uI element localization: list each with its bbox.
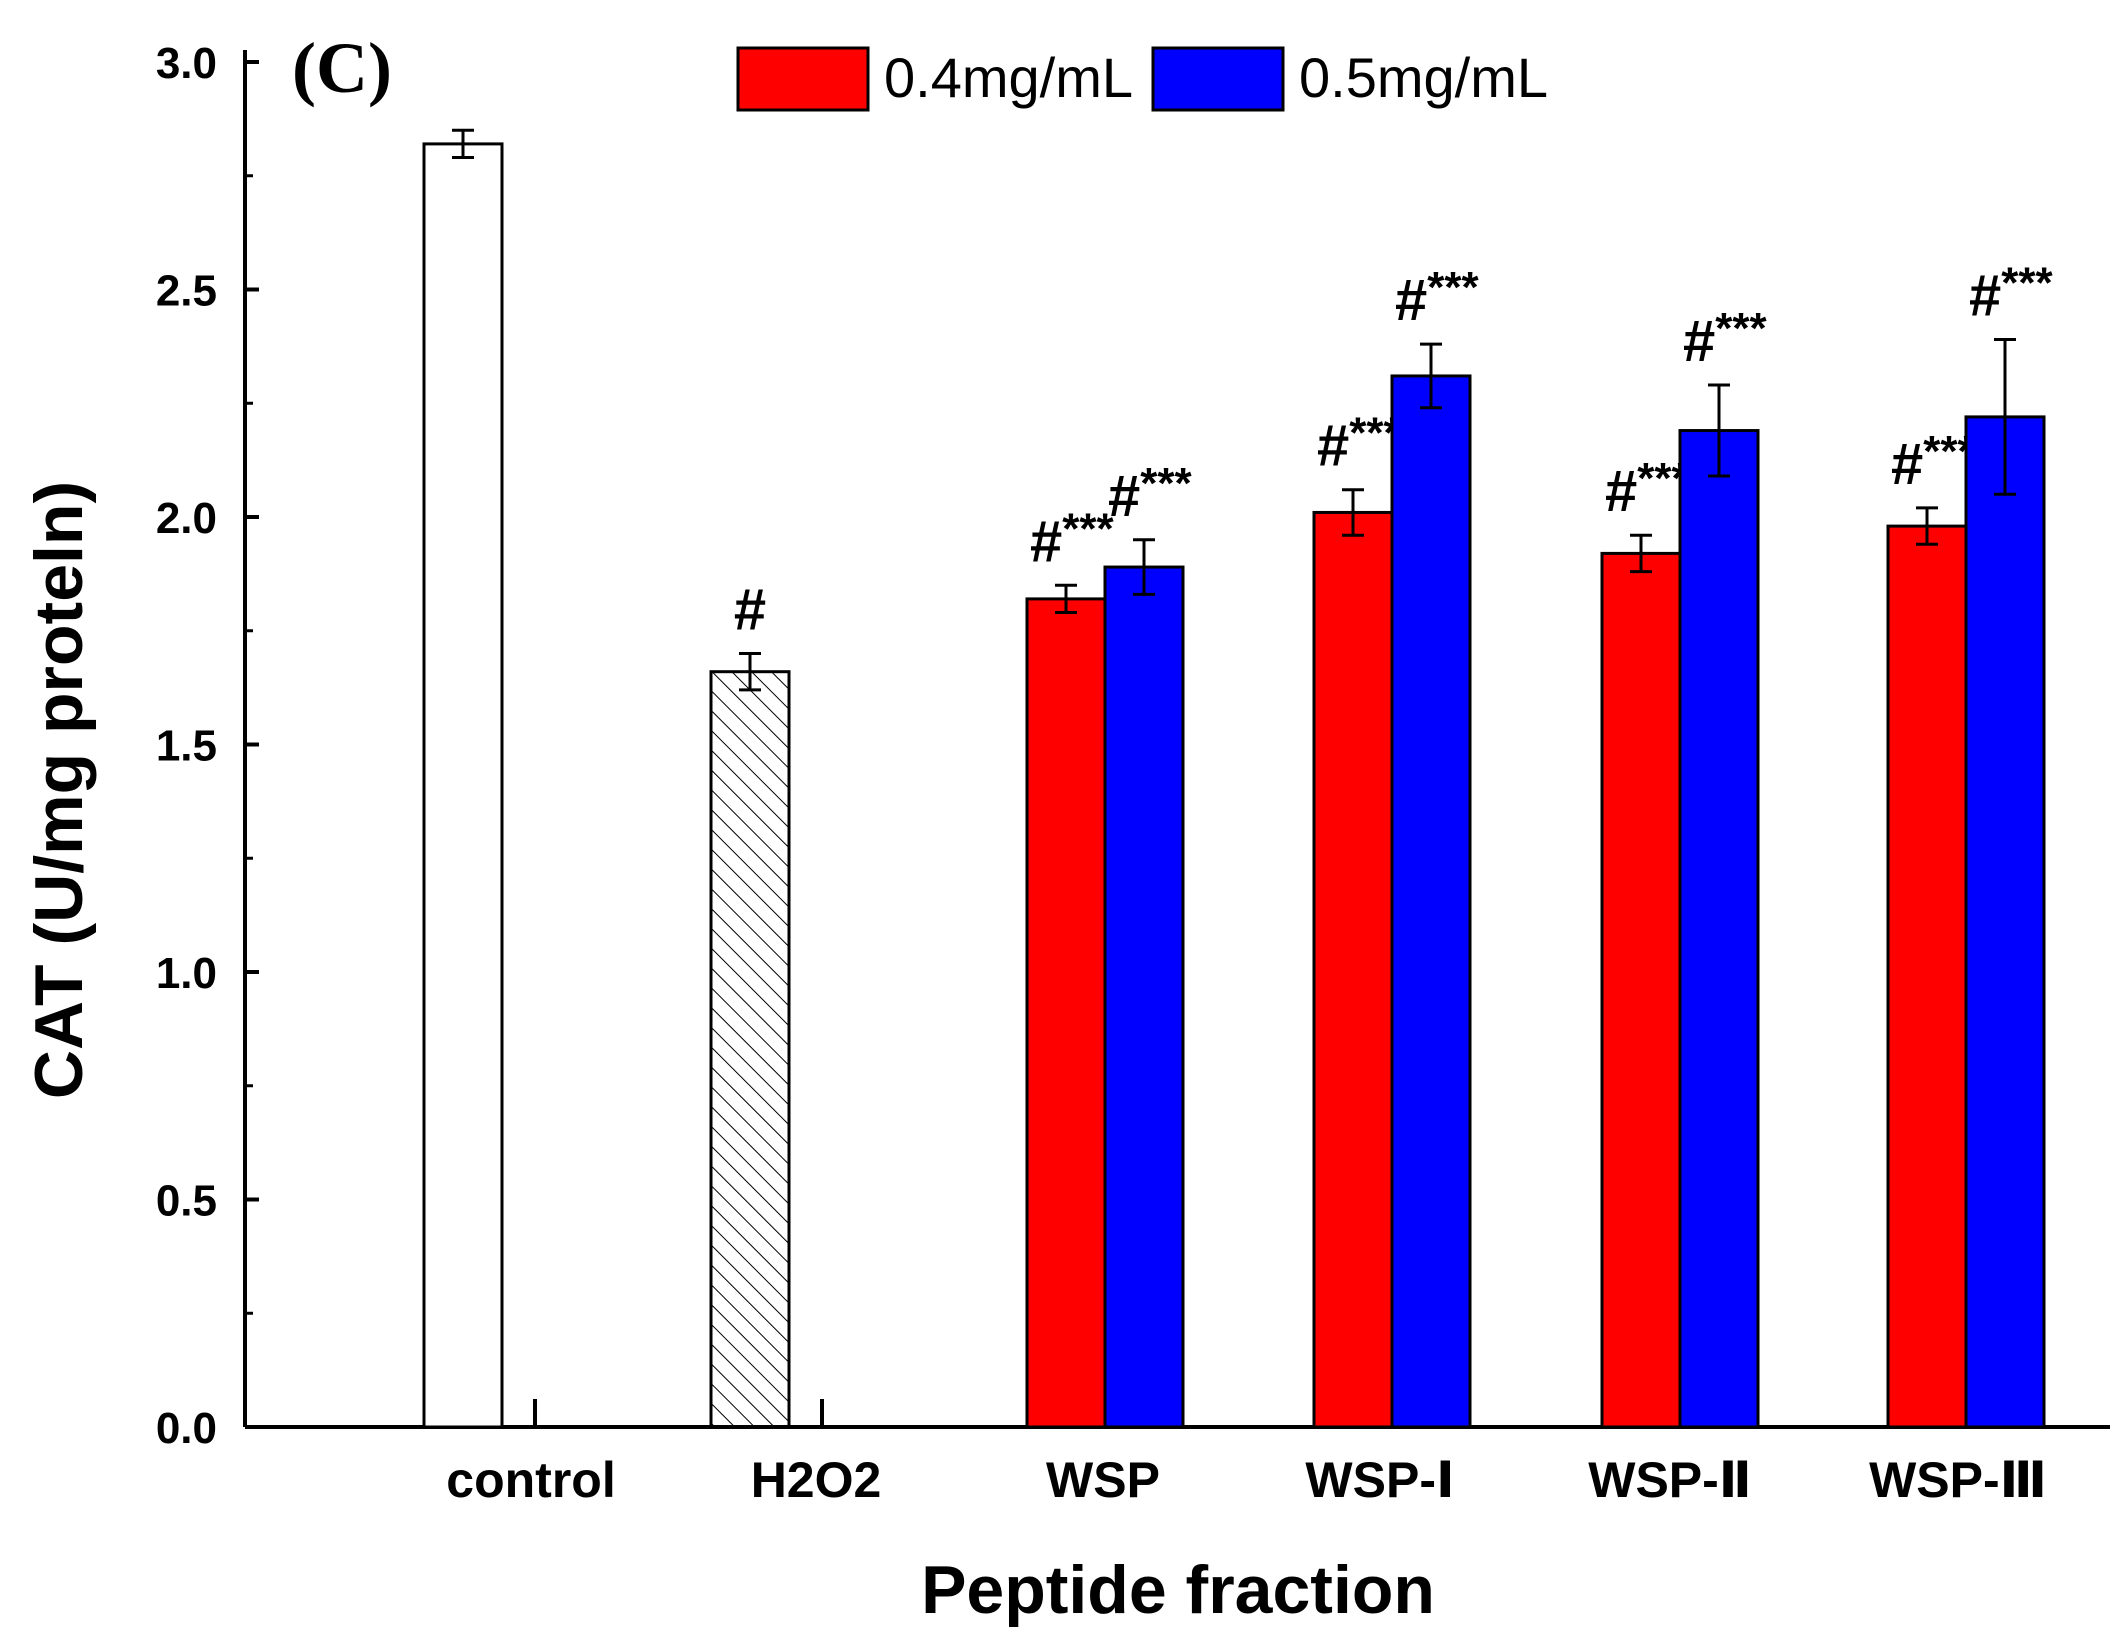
bar-0-5-3 (1964, 415, 2046, 1429)
significance-label: #*** (1683, 304, 1768, 374)
significance-label: #*** (1317, 409, 1402, 479)
significance-label: #*** (1605, 454, 1690, 524)
significance-label: #*** (1969, 259, 2054, 329)
panel-label: (C) (292, 28, 392, 108)
y-tick-label: 0.5 (156, 1177, 217, 1226)
bar-0-4-3 (1886, 524, 1968, 1429)
y-tick-label: 1.5 (156, 722, 217, 771)
significance-label: # (734, 578, 766, 643)
bar-control (422, 142, 504, 1429)
significance-label: #*** (1030, 504, 1115, 574)
bar-0-5-1 (1390, 374, 1472, 1429)
bar-0-4-2 (1600, 551, 1682, 1429)
bar-0-4-0 (1025, 597, 1107, 1429)
x-tick-label: H2O2 (751, 1452, 882, 1508)
legend-swatch (1151, 46, 1285, 112)
bar-0-5-2 (1678, 429, 1760, 1429)
x-tick-label: WSP-Ⅲ (1869, 1452, 2047, 1508)
x-tick-label: WSP-Ⅰ (1305, 1452, 1454, 1508)
legend-swatch (736, 46, 870, 112)
y-tick-label: 3.0 (156, 39, 217, 88)
bar-0-4-1 (1312, 510, 1394, 1429)
legend-label: 0.4mg/mL (884, 46, 1133, 109)
bar-h2o2 (709, 670, 791, 1429)
significance-label: #*** (1891, 427, 1976, 497)
bar-0-5-0 (1103, 565, 1185, 1429)
significance-label: #*** (1395, 263, 1480, 333)
x-axis-title: Peptide fraction (921, 1552, 1435, 1628)
y-tick-label: 2.0 (156, 494, 217, 543)
x-tick-label: control (446, 1452, 615, 1508)
y-tick-label: 0.0 (156, 1404, 217, 1453)
y-tick-label: 2.5 (156, 267, 217, 316)
y-axis-title: CAT (U/mg proteln) (21, 481, 97, 1099)
significance-label: #*** (1108, 459, 1193, 529)
legend-label: 0.5mg/mL (1299, 46, 1548, 109)
y-tick-label: 1.0 (156, 949, 217, 998)
x-tick-label: WSP-Ⅱ (1588, 1452, 1751, 1508)
x-tick-label: WSP (1046, 1452, 1160, 1508)
